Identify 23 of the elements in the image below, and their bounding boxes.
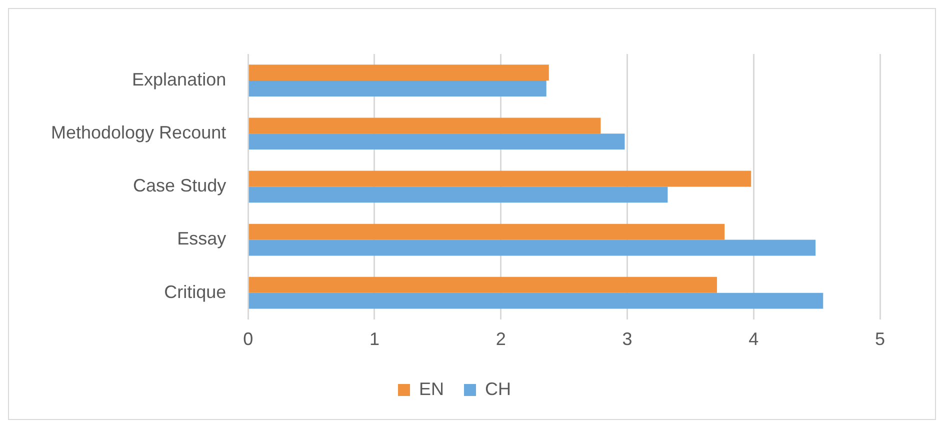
y-tick-label: Essay — [177, 228, 226, 249]
bar — [248, 80, 546, 96]
bar — [248, 292, 824, 309]
y-tick-label: Explanation — [132, 70, 226, 90]
bar — [248, 276, 717, 293]
y-tick-label: Methodology Recount — [50, 122, 226, 143]
x-tick-label: 4 — [748, 329, 759, 350]
bar — [248, 64, 549, 81]
legend-label: CH — [485, 378, 512, 399]
bar — [248, 224, 725, 240]
y-tick-label: Case Study — [133, 176, 226, 196]
legend-label: EN — [419, 378, 444, 399]
bar — [248, 170, 752, 187]
bar — [248, 118, 601, 134]
x-tick-label: 0 — [243, 329, 254, 350]
x-tick-label: 5 — [874, 329, 886, 350]
y-tick-label: Critique — [164, 282, 226, 302]
bar — [248, 240, 816, 256]
x-tick-label: 2 — [496, 329, 506, 350]
x-tick-label: 3 — [622, 329, 632, 350]
bar — [248, 134, 625, 150]
bar — [248, 186, 668, 203]
x-tick-label: 1 — [369, 329, 380, 350]
